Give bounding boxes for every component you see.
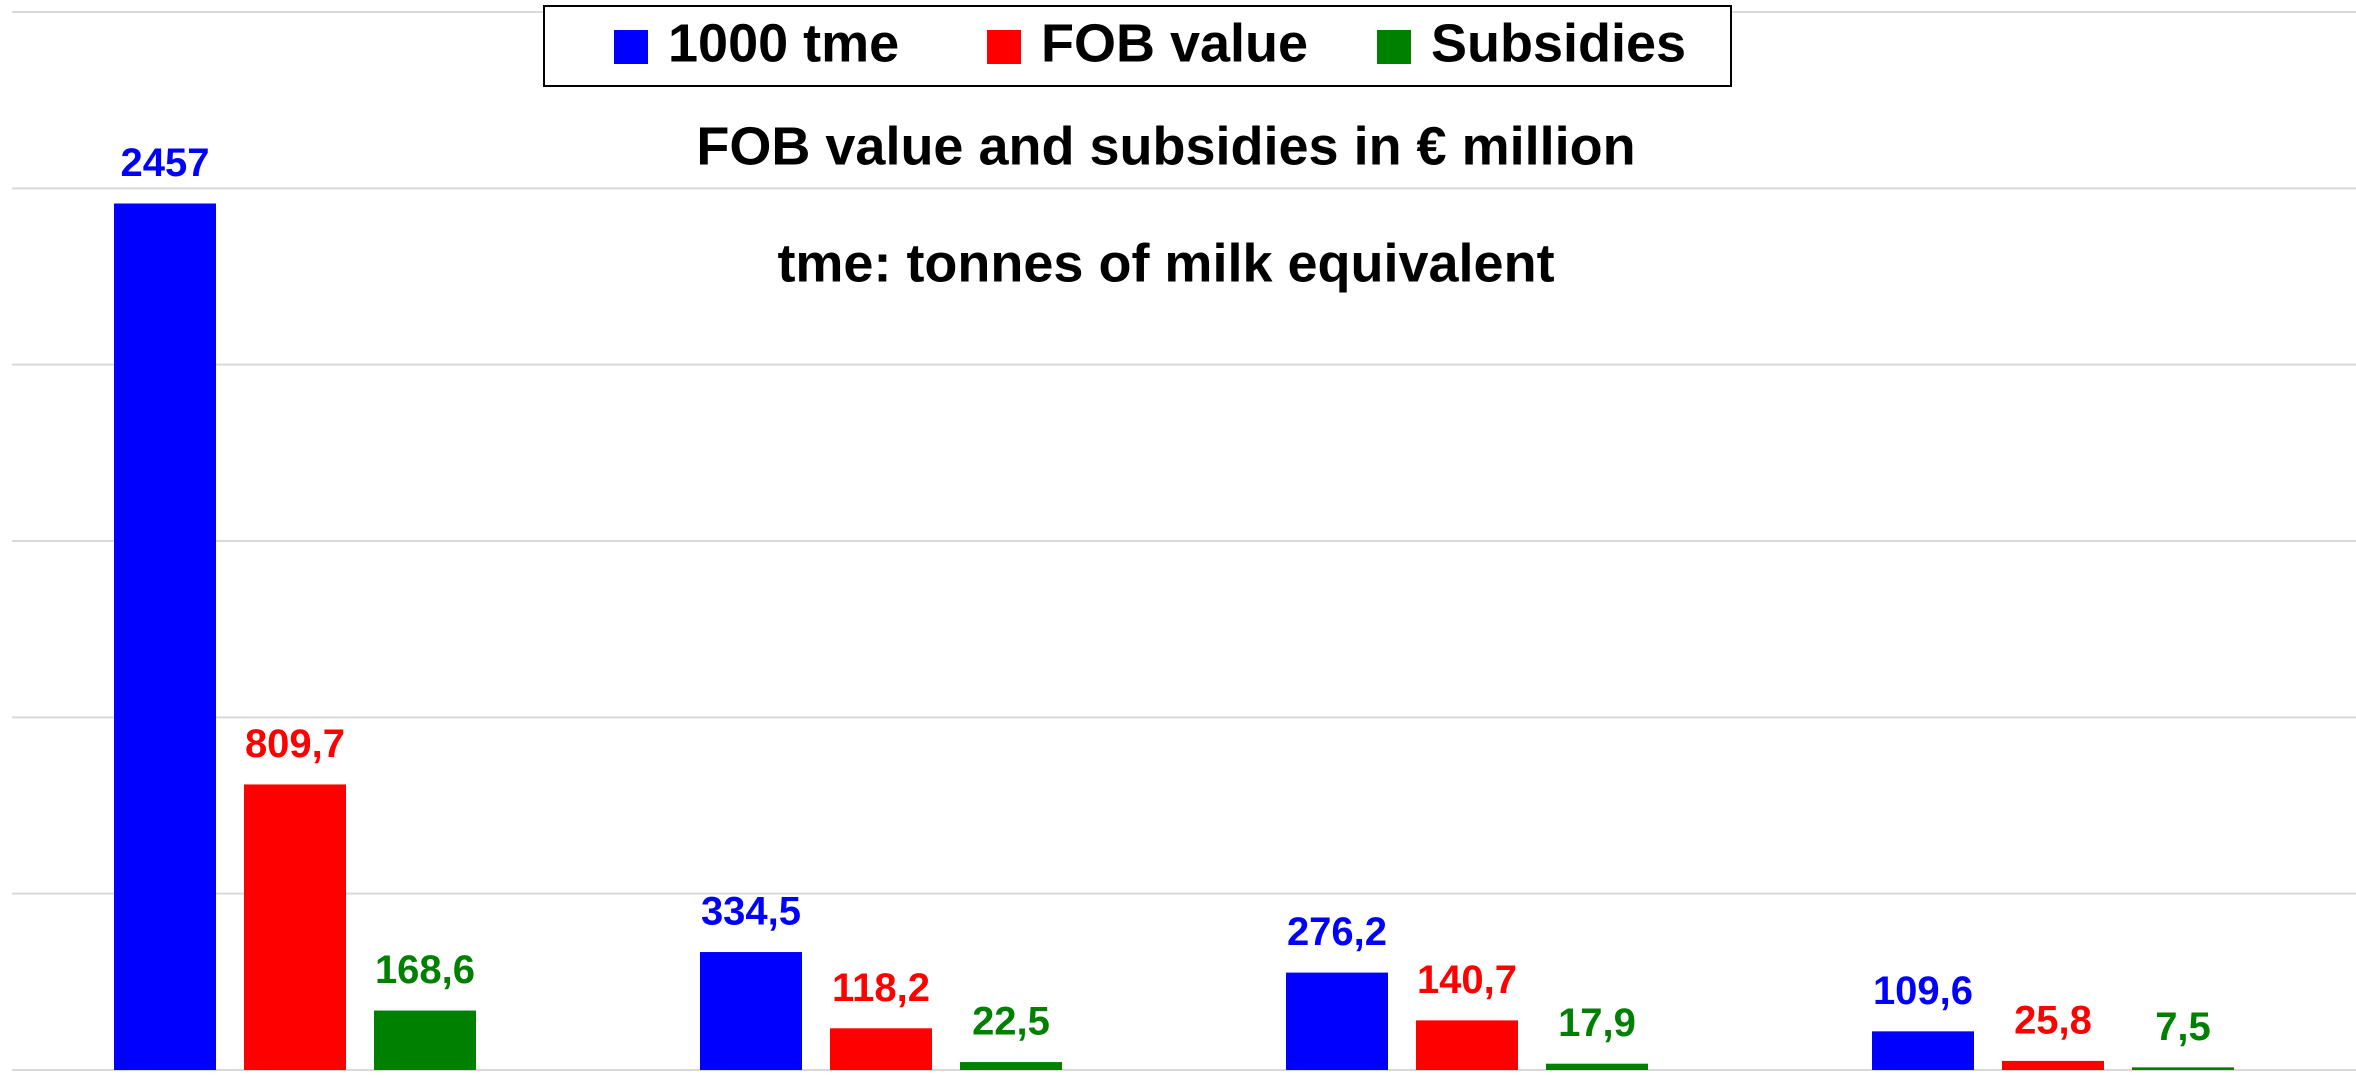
bar <box>244 784 346 1070</box>
value-label: 109,6 <box>1873 969 1973 1013</box>
value-label: 7,5 <box>2155 1005 2211 1049</box>
value-label: 22,5 <box>972 1000 1050 1044</box>
legend-swatch <box>614 30 648 64</box>
value-label: 809,7 <box>245 722 345 766</box>
annotation: tme: tonnes of milk equivalent <box>777 233 1554 293</box>
value-label: 2457 <box>121 141 210 185</box>
legend-swatch <box>1377 30 1411 64</box>
legend-label: Subsidies <box>1431 13 1686 73</box>
legend-swatch <box>987 30 1021 64</box>
value-label: 118,2 <box>832 966 930 1010</box>
value-label: 168,6 <box>375 948 475 992</box>
bar <box>1416 1020 1518 1070</box>
legend-label: 1000 tme <box>668 13 899 73</box>
bar <box>960 1062 1062 1070</box>
legend-label: FOB value <box>1041 13 1308 73</box>
value-label: 25,8 <box>2014 998 2092 1042</box>
value-label: 17,9 <box>1558 1001 1636 1045</box>
value-label: 140,7 <box>1417 958 1517 1002</box>
bar <box>114 203 216 1071</box>
bar <box>2132 1067 2234 1070</box>
bar <box>374 1010 476 1070</box>
bar <box>700 952 802 1070</box>
bar <box>1286 972 1388 1070</box>
bar <box>830 1028 932 1070</box>
value-label: 334,5 <box>701 890 801 934</box>
bar <box>1546 1063 1648 1070</box>
legend-box <box>543 5 1732 87</box>
bar <box>2002 1060 2104 1070</box>
value-label: 276,2 <box>1287 910 1387 954</box>
bar <box>1872 1031 1974 1070</box>
annotation: FOB value and subsidies in € million <box>696 116 1635 176</box>
